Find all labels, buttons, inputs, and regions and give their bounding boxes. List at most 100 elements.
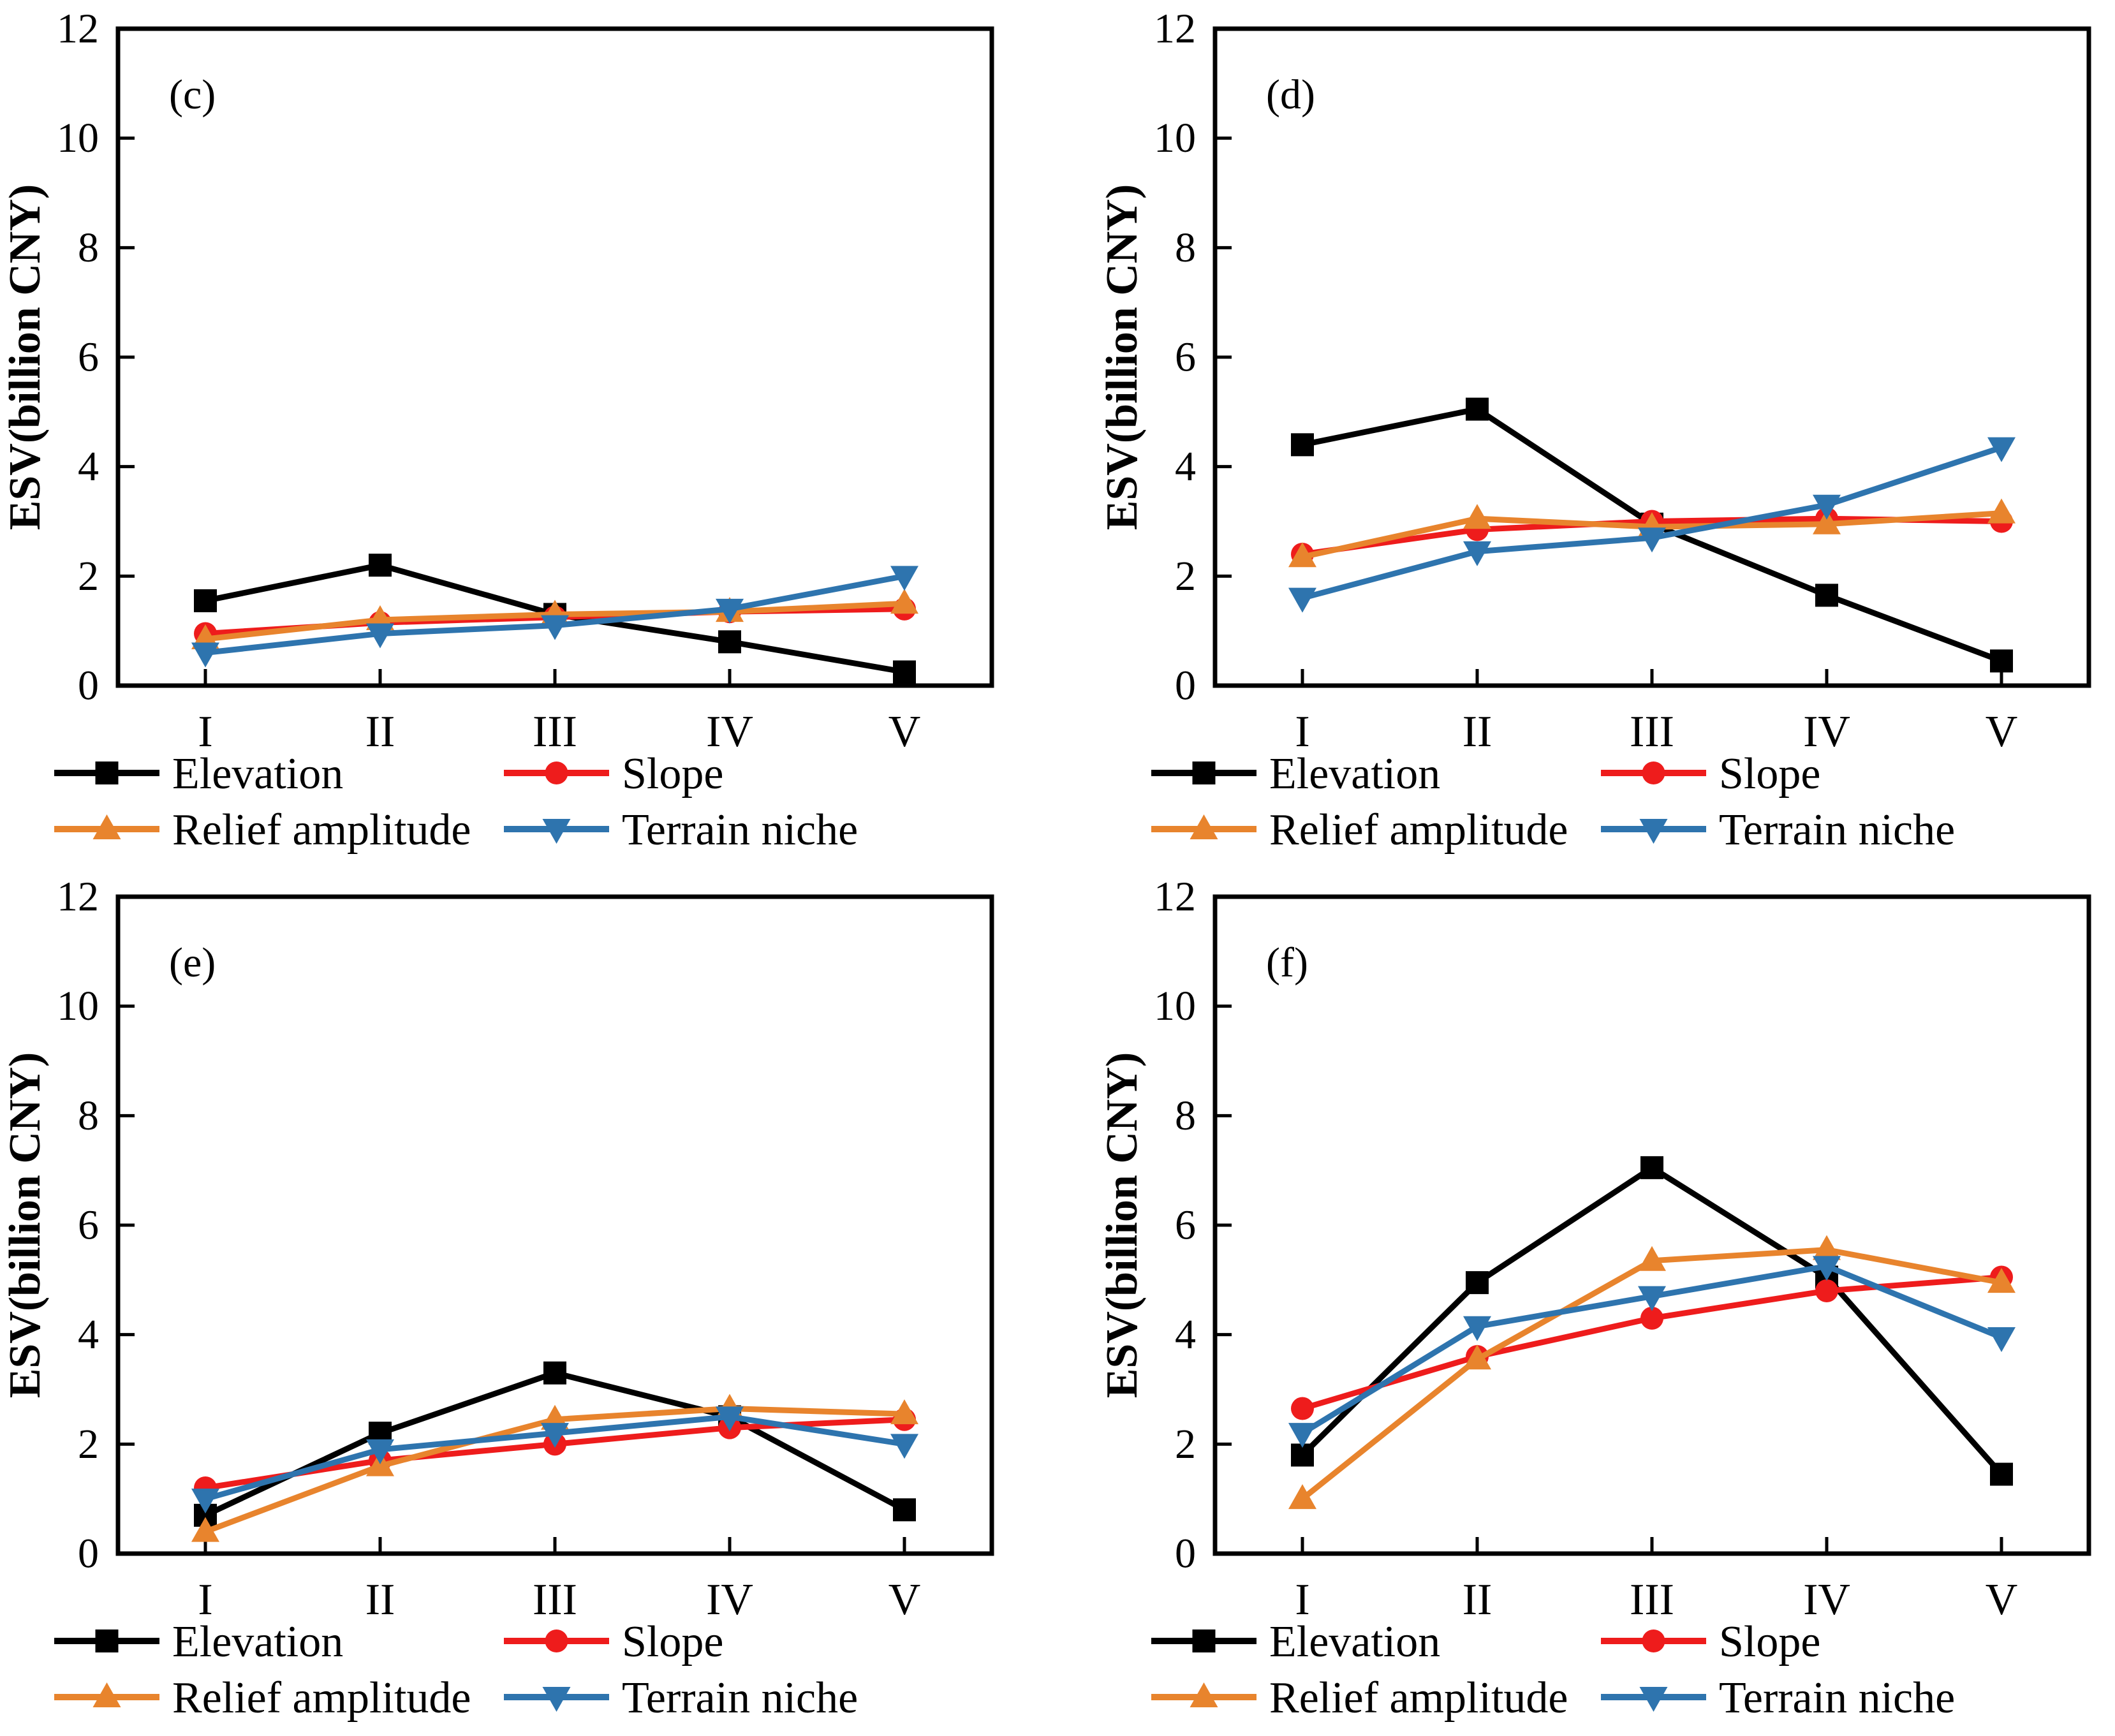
legend-marker-elevation — [1192, 1629, 1216, 1652]
marker-terrain-niche — [1638, 1286, 1666, 1311]
y-tick-label: 0 — [78, 1531, 99, 1577]
x-tick-label: IV — [1803, 1575, 1850, 1624]
marker-relief-amplitude — [890, 1399, 918, 1425]
y-tick-label: 10 — [1154, 115, 1196, 161]
legend-item-slope: Slope — [504, 1617, 723, 1666]
y-tick-label: 6 — [1175, 334, 1196, 381]
legend-marker-relief-amplitude — [1190, 1682, 1218, 1707]
series-terrain-niche — [191, 566, 918, 668]
x-tick-label: V — [888, 1575, 921, 1624]
legend-marker-slope — [1642, 1629, 1665, 1652]
x-tick-label: IV — [706, 1575, 753, 1624]
marker-elevation — [718, 630, 741, 654]
legend-label-slope: Slope — [622, 749, 723, 798]
y-tick-label: 6 — [78, 1202, 99, 1249]
marker-relief-amplitude — [1288, 1484, 1316, 1510]
y-tick-label: 12 — [1154, 874, 1196, 920]
legend-item-slope: Slope — [1601, 1617, 1820, 1666]
marker-elevation — [893, 660, 916, 684]
y-tick-label: 8 — [1175, 1092, 1196, 1139]
x-tick-label: V — [1986, 1575, 2018, 1624]
marker-terrain-niche — [366, 623, 394, 649]
y-tick-label: 12 — [57, 874, 99, 920]
legend-item-elevation: Elevation — [1151, 1617, 1440, 1666]
legend-marker-slope — [545, 761, 568, 784]
y-axis-label: ESV(billion CNY) — [1098, 184, 1147, 531]
legend-item-elevation: Elevation — [1151, 749, 1440, 798]
legend-label-elevation: Elevation — [172, 749, 343, 798]
panel-d: 0 2 4 6 8 10 12 I II III IV V ESV(billion CNY) (d) Ele… — [1058, 0, 2115, 868]
x-tick-label: III — [533, 1575, 577, 1624]
legend-label-terrain-niche: Terrain niche — [1719, 805, 1955, 855]
legend-item-elevation: Elevation — [54, 749, 343, 798]
legend-item-relief-amplitude: Relief amplitude — [54, 1673, 471, 1723]
legend: Elevation Slope Relief amplitude Terrain ni… — [54, 1617, 858, 1723]
panel-label: (c) — [169, 71, 216, 118]
legend-item-slope: Slope — [504, 749, 723, 798]
legend-item-relief-amplitude: Relief amplitude — [54, 805, 471, 855]
legend-item-relief-amplitude: Relief amplitude — [1151, 805, 1568, 855]
marker-slope — [1640, 1306, 1663, 1330]
marker-terrain-niche — [1288, 1423, 1316, 1448]
y-tick-label: 0 — [1175, 663, 1196, 709]
marker-relief-amplitude — [191, 1517, 219, 1542]
y-axis-label: ESV(billion CNY) — [1, 1052, 50, 1399]
marker-terrain-niche — [1288, 587, 1316, 613]
marker-elevation — [1466, 1271, 1489, 1295]
x-tick-label: I — [1295, 707, 1309, 756]
marker-terrain-niche — [890, 566, 918, 591]
panel-label: (f) — [1266, 939, 1308, 986]
series-terrain-niche — [1288, 1256, 2016, 1448]
legend-label-relief-amplitude: Relief amplitude — [1269, 805, 1568, 855]
marker-relief-amplitude — [1463, 504, 1491, 529]
x-tick-label: V — [1986, 707, 2018, 756]
series-terrain-niche — [1288, 437, 2016, 613]
y-tick-label: 10 — [57, 115, 99, 161]
plot-border — [1212, 894, 2091, 1556]
marker-relief-amplitude — [1813, 1235, 1841, 1260]
x-tick-label: I — [198, 1575, 212, 1624]
marker-elevation — [194, 589, 217, 612]
y-tick-label: 0 — [1175, 1531, 1196, 1577]
marker-slope — [1815, 1279, 1838, 1302]
marker-elevation — [543, 1361, 566, 1385]
marker-terrain-niche — [541, 1423, 569, 1448]
legend-item-terrain-niche: Terrain niche — [504, 1673, 858, 1723]
x-tick-label: V — [888, 707, 921, 756]
marker-terrain-niche — [1987, 437, 2016, 462]
panel-f: 0 2 4 6 8 10 12 I II III IV V ESV(billion CNY) (f) Ele… — [1058, 868, 2115, 1736]
y-tick-label: 0 — [78, 663, 99, 709]
legend-label-terrain-niche: Terrain niche — [622, 805, 858, 855]
series-terrain-niche — [191, 1406, 918, 1514]
legend: Elevation Slope Relief amplitude Terrain ni… — [54, 749, 858, 855]
marker-elevation — [1815, 584, 1838, 607]
marker-elevation — [1466, 397, 1489, 421]
legend-label-terrain-niche: Terrain niche — [1719, 1673, 1955, 1723]
marker-relief-amplitude — [1987, 498, 2016, 524]
y-tick-label: 4 — [1175, 1311, 1196, 1358]
legend-item-slope: Slope — [1601, 749, 1820, 798]
panel-c: 0 2 4 6 8 10 12 I II III IV V ESV(billion CNY) (c) Ele… — [0, 0, 1058, 868]
legend-item-terrain-niche: Terrain niche — [504, 805, 858, 855]
marker-slope — [1291, 1397, 1314, 1420]
legend-label-relief-amplitude: Relief amplitude — [172, 1673, 471, 1723]
y-tick-label: 6 — [78, 334, 99, 381]
legend-marker-elevation — [1192, 761, 1216, 784]
y-tick-label: 8 — [78, 224, 99, 271]
marker-elevation — [369, 554, 392, 577]
y-tick-label: 10 — [57, 983, 99, 1029]
x-tick-label: II — [365, 1575, 395, 1624]
series-slope — [1291, 1265, 2013, 1420]
x-tick-label: IV — [1803, 707, 1850, 756]
y-axis-label: ESV(billion CNY) — [1098, 1052, 1147, 1399]
legend-marker-relief-amplitude — [92, 814, 121, 839]
marker-terrain-niche — [1813, 494, 1841, 520]
marker-terrain-niche — [191, 1489, 219, 1514]
legend-label-terrain-niche: Terrain niche — [622, 1673, 858, 1723]
x-tick-label: IV — [706, 707, 753, 756]
x-tick-label: II — [365, 707, 395, 756]
legend-marker-terrain-niche — [1639, 1687, 1668, 1712]
